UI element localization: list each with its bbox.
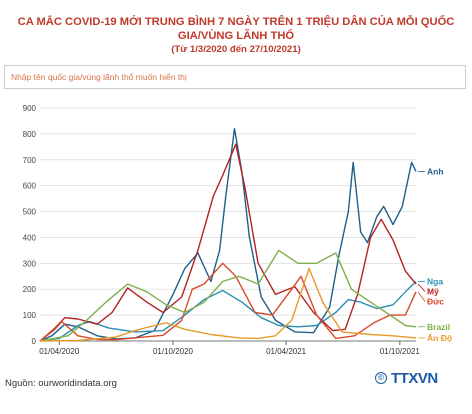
y-tick-label: 700 (23, 156, 37, 165)
copyright-icon: © (375, 372, 387, 384)
series-line-anh (39, 128, 417, 342)
y-tick-label: 0 (32, 337, 37, 346)
series-line-ấn-độ (39, 267, 417, 342)
x-tick-label: 01/10/2021 (380, 347, 421, 356)
series-label: Mỹ (427, 286, 439, 296)
series-line-brazil (39, 249, 417, 342)
y-tick-label: 800 (23, 130, 37, 139)
series-label: Ấn Độ (427, 333, 452, 343)
series-label: Nga (427, 276, 443, 286)
series-label: Anh (427, 166, 444, 176)
y-tick-label: 600 (23, 182, 37, 191)
x-tick-label: 01/04/2020 (39, 347, 80, 356)
series-label: Đức (427, 296, 444, 306)
series-line-mỹ (39, 143, 417, 342)
y-tick-label: 100 (23, 311, 37, 320)
y-tick-label: 900 (23, 104, 37, 113)
search-placeholder: Nhập tên quốc gia/vùng lãnh thổ muốn hiể… (11, 72, 187, 82)
series-label: Brazil (427, 322, 450, 332)
chart-title-line-2: GIA/VÙNG LÃNH THỔ (177, 30, 295, 42)
y-tick-label: 300 (23, 259, 37, 268)
chart-subtitle: (Từ 1/3/2020 đến 27/10/2021) (171, 44, 301, 55)
series-label-connector (417, 283, 426, 292)
source-note: Nguồn: ourworldindata.org (5, 378, 117, 389)
y-tick-label: 500 (23, 208, 37, 217)
ttxvn-logo: © TTXVN (375, 368, 465, 390)
x-tick-label: 01/10/2020 (153, 347, 194, 356)
logo-text: TTXVN (391, 370, 438, 387)
line-chart: 0 100 200 300 400 500 600 700 800 900 01/04/2020 01… (23, 104, 452, 356)
chart-title-line-1: CA MẮC COVID-19 MỚI TRUNG BÌNH 7 NGÀY TR… (17, 16, 455, 28)
series-line-nga (39, 280, 417, 342)
country-search-input[interactable]: Nhập tên quốc gia/vùng lãnh thổ muốn hiể… (4, 65, 466, 89)
y-tick-label: 200 (23, 285, 37, 294)
series-label-connector (417, 291, 426, 302)
x-tick-label: 01/04/2021 (266, 347, 307, 356)
y-tick-label: 400 (23, 233, 37, 242)
